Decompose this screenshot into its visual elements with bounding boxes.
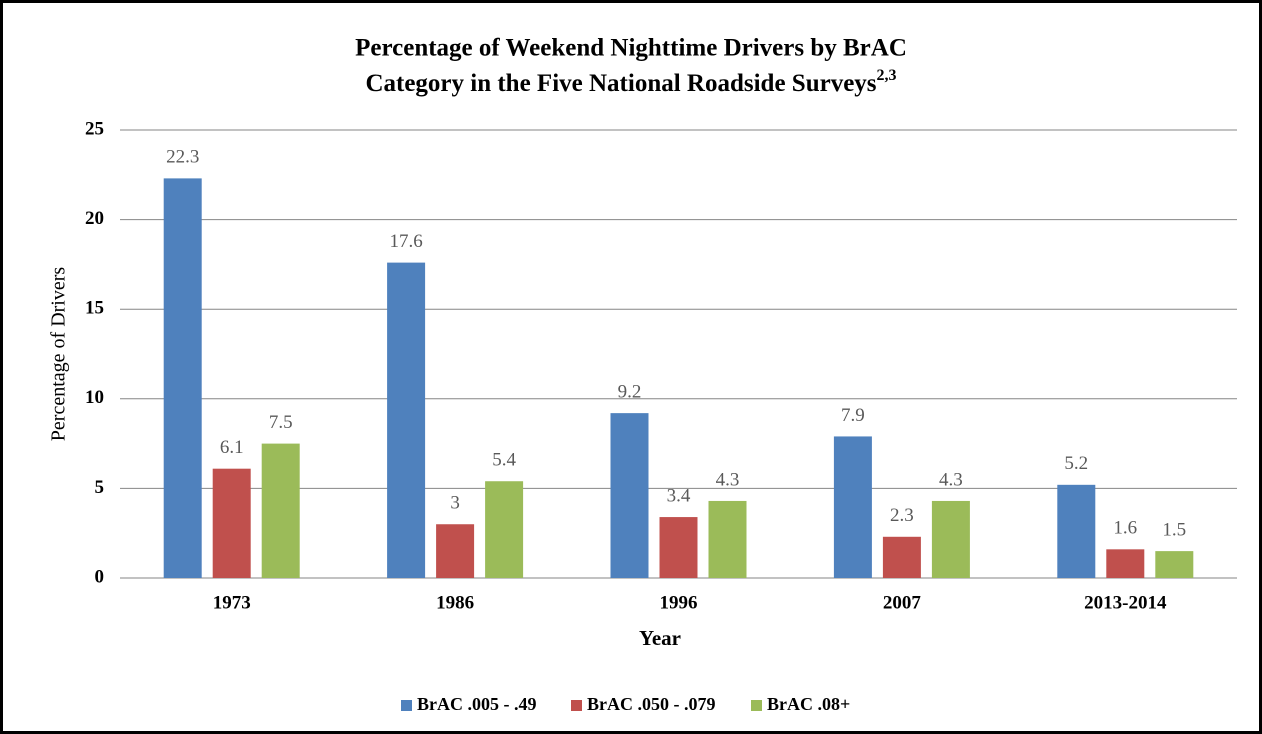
value-label: 7.9	[841, 405, 865, 426]
bar	[931, 500, 970, 578]
bar	[708, 500, 747, 578]
value-label: 9.2	[618, 381, 642, 402]
value-label: 5.2	[1064, 453, 1088, 474]
value-label: 22.3	[166, 147, 199, 168]
bar	[659, 517, 698, 578]
bar	[436, 524, 475, 578]
x-tick-label: 1986	[436, 592, 474, 613]
value-label: 3	[450, 493, 460, 514]
value-label: 2.3	[890, 505, 914, 526]
x-tick-label: 1996	[660, 592, 698, 613]
bar	[485, 481, 524, 578]
bar	[387, 262, 426, 578]
x-tick-label: 2013-2014	[1084, 592, 1167, 613]
title-superscript: 2,3	[877, 67, 897, 84]
bar	[163, 178, 202, 578]
value-label: 6.1	[220, 437, 244, 458]
chart-title: Percentage of Weekend Nighttime Drivers …	[355, 35, 907, 62]
value-label: 7.5	[269, 412, 293, 433]
y-tick-label: 0	[95, 566, 105, 587]
legend-label: BrAC .050 - .079	[587, 694, 716, 714]
legend-swatch	[751, 700, 762, 711]
legend-swatch	[571, 700, 582, 711]
y-tick-label: 25	[85, 118, 104, 139]
y-tick-label: 10	[85, 387, 104, 408]
bar	[1057, 484, 1096, 578]
chart-title: Category in the Five National Roadside S…	[365, 70, 876, 97]
value-label: 4.3	[939, 469, 963, 490]
bar	[1106, 549, 1145, 578]
legend-swatch	[401, 700, 412, 711]
bar	[261, 443, 300, 578]
y-tick-label: 5	[95, 477, 105, 498]
value-label: 5.4	[492, 450, 516, 471]
y-axis-title: Percentage of Drivers	[48, 267, 70, 442]
bar	[1155, 551, 1194, 578]
value-label: 3.4	[667, 485, 691, 506]
value-label: 1.5	[1162, 519, 1186, 540]
x-tick-label: 2007	[883, 592, 922, 613]
x-tick-label: 1973	[213, 592, 251, 613]
y-tick-label: 15	[85, 298, 104, 319]
value-label: 1.6	[1113, 518, 1137, 539]
y-tick-label: 20	[85, 208, 104, 229]
bar	[833, 436, 872, 578]
bar	[212, 468, 251, 578]
legend-label: BrAC .005 - .49	[417, 694, 537, 714]
value-label: 4.3	[716, 469, 740, 490]
legend-label: BrAC .08+	[767, 694, 850, 714]
value-label: 17.6	[389, 231, 422, 252]
bar	[882, 536, 921, 578]
chart-title: Category in the Five National Roadside S…	[365, 67, 896, 97]
x-axis-title: Year	[639, 626, 681, 650]
bar	[610, 413, 649, 578]
